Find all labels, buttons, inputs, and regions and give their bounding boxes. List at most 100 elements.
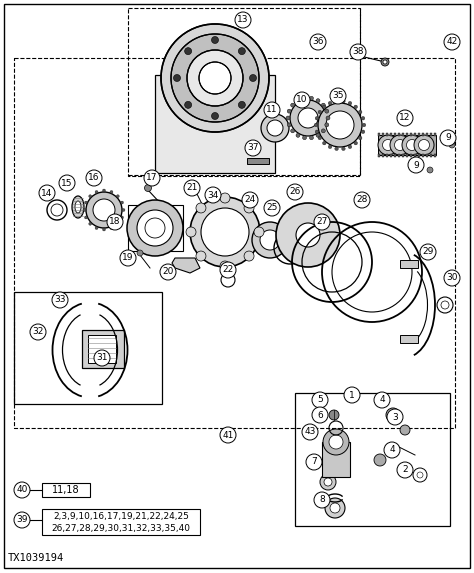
Circle shape — [30, 324, 46, 340]
Circle shape — [120, 250, 136, 266]
Circle shape — [238, 48, 246, 54]
Circle shape — [322, 105, 326, 109]
Text: 8: 8 — [319, 496, 325, 504]
Circle shape — [342, 147, 345, 151]
Circle shape — [205, 187, 221, 203]
Bar — [400, 260, 418, 268]
Circle shape — [110, 226, 113, 230]
Circle shape — [145, 185, 152, 191]
Circle shape — [83, 209, 86, 211]
Circle shape — [374, 454, 386, 466]
Bar — [402, 154, 404, 157]
Circle shape — [238, 101, 246, 108]
Circle shape — [220, 193, 230, 203]
Text: 2,3,9,10,16,17,19,21,22,24,25: 2,3,9,10,16,17,19,21,22,24,25 — [53, 512, 189, 521]
Circle shape — [171, 34, 259, 122]
Polygon shape — [172, 258, 200, 273]
Circle shape — [211, 112, 219, 120]
Circle shape — [325, 498, 345, 518]
Bar — [82, 330, 124, 368]
Circle shape — [444, 270, 460, 286]
Text: 24: 24 — [245, 195, 255, 205]
Circle shape — [287, 109, 291, 113]
Circle shape — [381, 58, 389, 66]
Text: 6: 6 — [317, 410, 323, 419]
Circle shape — [358, 136, 362, 140]
Circle shape — [184, 180, 200, 196]
Circle shape — [394, 139, 405, 151]
Circle shape — [120, 216, 124, 219]
Text: 27: 27 — [316, 218, 328, 226]
Bar — [390, 133, 392, 136]
Circle shape — [384, 442, 400, 458]
Circle shape — [402, 135, 422, 155]
Circle shape — [211, 37, 219, 44]
Circle shape — [330, 88, 346, 104]
Text: 19: 19 — [122, 253, 134, 262]
Bar — [382, 154, 384, 157]
Circle shape — [310, 136, 313, 140]
Circle shape — [383, 60, 387, 64]
Circle shape — [296, 223, 320, 247]
Circle shape — [116, 222, 119, 225]
Bar — [402, 133, 404, 136]
Circle shape — [89, 222, 91, 225]
Circle shape — [287, 184, 303, 200]
Circle shape — [220, 427, 236, 443]
Circle shape — [325, 109, 329, 113]
Bar — [378, 154, 380, 157]
Circle shape — [321, 129, 325, 133]
Text: 3: 3 — [392, 413, 398, 422]
Text: 29: 29 — [422, 248, 434, 257]
Bar — [422, 133, 424, 136]
Circle shape — [348, 101, 352, 105]
Circle shape — [335, 147, 338, 151]
Circle shape — [310, 96, 313, 100]
Text: 31: 31 — [96, 354, 108, 363]
Bar — [378, 135, 436, 155]
Text: 20: 20 — [162, 268, 173, 277]
Circle shape — [323, 429, 349, 455]
Circle shape — [397, 462, 413, 478]
Circle shape — [390, 135, 410, 155]
Text: 4: 4 — [389, 445, 395, 454]
Text: 7: 7 — [311, 457, 317, 466]
Circle shape — [102, 228, 106, 231]
Bar — [400, 335, 418, 343]
Circle shape — [320, 474, 336, 490]
Circle shape — [440, 130, 456, 146]
Circle shape — [122, 209, 125, 211]
Text: 17: 17 — [146, 174, 158, 182]
Circle shape — [397, 110, 413, 126]
Circle shape — [407, 139, 418, 151]
Circle shape — [312, 407, 328, 423]
Text: 15: 15 — [61, 179, 73, 187]
Circle shape — [249, 74, 256, 81]
Text: 14: 14 — [41, 189, 53, 198]
Circle shape — [321, 103, 325, 107]
Bar — [434, 154, 436, 157]
Circle shape — [84, 201, 88, 204]
Circle shape — [390, 412, 396, 418]
Text: 9: 9 — [413, 160, 419, 170]
Circle shape — [316, 99, 320, 103]
Text: 42: 42 — [447, 37, 457, 46]
Circle shape — [84, 216, 88, 219]
Bar — [426, 133, 428, 136]
Circle shape — [318, 110, 322, 114]
Bar — [422, 154, 424, 157]
Circle shape — [291, 103, 295, 107]
Circle shape — [400, 425, 410, 435]
Circle shape — [358, 110, 362, 114]
Circle shape — [427, 167, 433, 173]
Circle shape — [94, 350, 110, 366]
Circle shape — [328, 101, 332, 105]
Text: 43: 43 — [304, 427, 316, 437]
Bar — [322, 442, 350, 477]
Circle shape — [298, 108, 318, 128]
Circle shape — [95, 190, 98, 194]
Circle shape — [326, 116, 330, 120]
Circle shape — [302, 96, 307, 100]
Bar — [128, 8, 360, 176]
Circle shape — [348, 145, 352, 148]
